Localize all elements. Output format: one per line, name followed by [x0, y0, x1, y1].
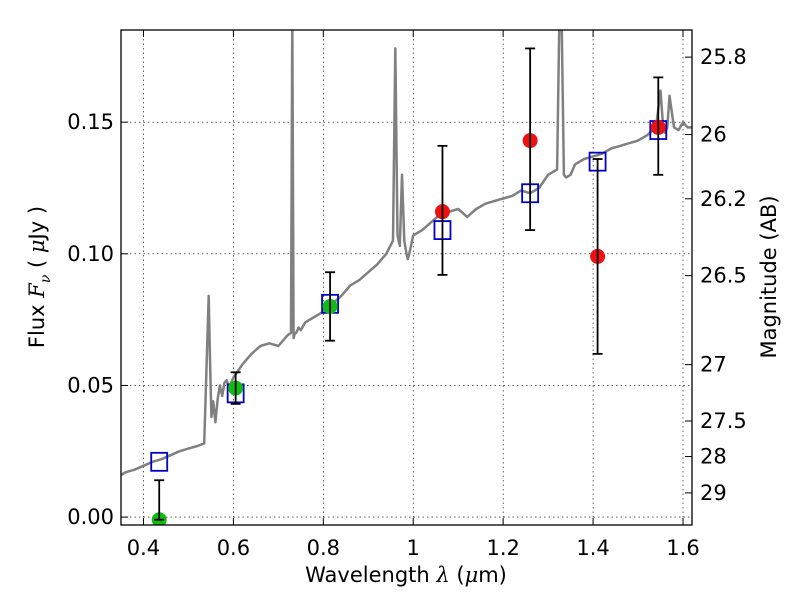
x-axis-ticks: 0.4 0.6 0.8 1 1.2 1.4 1.6 [127, 30, 700, 560]
y-axis-label: Flux Fν ( μJy ) [25, 206, 54, 348]
right-tick-label: 29 [700, 481, 727, 505]
x-tick-label: 0.4 [127, 536, 160, 560]
model-square-point [150, 451, 169, 472]
x-axis-label: Wavelength λ (μm) [305, 563, 507, 587]
model-spectrum-line [121, 30, 692, 477]
right-tick-label: 27.5 [700, 409, 747, 433]
plot-frame [120, 29, 693, 526]
grid [121, 30, 692, 525]
right-axis-ticks: 25.8 26 26.2 26.5 27 27.5 28 29 [685, 45, 747, 505]
right-tick-label: 27 [700, 353, 727, 377]
right-tick-label: 26.5 [700, 264, 747, 288]
x-tick-label: 1.2 [486, 536, 519, 560]
right-tick-label: 25.8 [700, 45, 747, 69]
x-tick-label: 1.4 [576, 536, 609, 560]
y-tick-label: 0.00 [67, 505, 114, 529]
right-tick-label: 26 [700, 123, 727, 147]
plot-area [121, 30, 692, 525]
y-tick-label: 0.15 [67, 110, 114, 134]
y-axis-ticks: 0.00 0.05 0.10 0.15 [67, 110, 128, 529]
right-axis-label: Magnitude (AB) [757, 195, 781, 358]
right-tick-label: 26.2 [700, 187, 747, 211]
x-tick-label: 0.8 [307, 536, 340, 560]
y-tick-label: 0.05 [67, 373, 114, 397]
x-tick-label: 1.6 [666, 536, 699, 560]
x-tick-label: 1 [407, 536, 420, 560]
y-tick-label: 0.10 [67, 242, 114, 266]
x-tick-label: 0.6 [217, 536, 250, 560]
right-tick-label: 28 [700, 445, 727, 469]
